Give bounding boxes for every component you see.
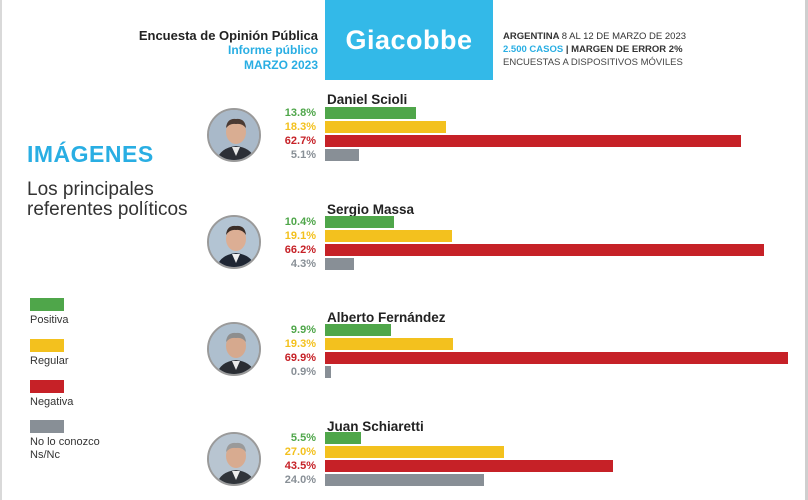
brand-logo: Giacobbe <box>345 24 473 55</box>
pct-label-negativa: 66.2% <box>284 244 316 256</box>
pct-label-negativa: 43.5% <box>284 460 316 472</box>
bar-negativa <box>325 244 764 256</box>
bar-negativa <box>325 460 613 472</box>
pct-label-regular: 27.0% <box>284 446 316 458</box>
legend-label-no-conoce: No lo conozco Ns/Nc <box>30 436 100 461</box>
bar-regular <box>325 446 504 458</box>
person-silhouette-icon <box>209 217 259 267</box>
politician-avatar <box>207 108 261 162</box>
politician-block: Daniel Scioli 13.8% 18.3% 62.7% 5.1% <box>0 90 808 180</box>
section-title: IMÁGENES <box>27 141 154 167</box>
bar-positiva <box>325 107 416 119</box>
bar-positiva <box>325 216 394 228</box>
header-separator: | <box>565 44 569 55</box>
bar-no-conoce <box>325 474 484 486</box>
politician-avatar <box>207 322 261 376</box>
survey-location: ARGENTINA <box>503 31 560 42</box>
pct-label-regular: 19.3% <box>284 338 316 350</box>
pct-label-no-conoce: 4.3% <box>290 258 316 270</box>
politician-block: Juan Schiaretti 5.5% 27.0% 43.5% 24.0% <box>0 417 808 500</box>
report-label: Informe público <box>228 43 318 57</box>
politician-block: Sergio Massa 10.4% 19.1% 66.2% 4.3% <box>0 200 808 290</box>
legend-regular: Regular <box>30 339 69 368</box>
survey-margin: MARGEN DE ERROR 2% <box>571 44 683 55</box>
section-subtitle: Los principales referentes políticos <box>27 179 188 220</box>
pct-label-positiva: 5.5% <box>290 432 316 444</box>
bar-no-conoce <box>325 258 354 270</box>
bar-no-conoce <box>325 366 331 378</box>
person-silhouette-icon <box>209 110 259 160</box>
person-silhouette-icon <box>209 434 259 484</box>
person-silhouette-icon <box>209 324 259 374</box>
survey-title: Encuesta de Opinión Pública <box>138 28 318 43</box>
bar-positiva <box>325 432 361 444</box>
pct-label-regular: 19.1% <box>284 230 316 242</box>
bar-negativa <box>325 352 788 364</box>
bar-no-conoce <box>325 149 359 161</box>
brand-box: Giacobbe <box>325 0 493 80</box>
header-left-block: Encuesta de Opinión Pública Informe públ… <box>0 28 318 73</box>
legend-label-regular: Regular <box>30 355 69 367</box>
legend-no-conoce: No lo conozco Ns/Nc <box>30 420 100 462</box>
pct-label-regular: 18.3% <box>284 121 316 133</box>
pct-label-positiva: 10.4% <box>284 216 316 228</box>
pct-label-negativa: 62.7% <box>284 135 316 147</box>
pct-label-negativa: 69.9% <box>284 352 316 364</box>
header-right-block: ARGENTINA 8 AL 12 DE MARZO DE 2023 2.500… <box>503 30 686 69</box>
politician-avatar <box>207 215 261 269</box>
legend-swatch-negativa <box>30 380 64 393</box>
legend-swatch-regular <box>30 339 64 352</box>
survey-field-dates: 8 AL 12 DE MARZO DE 2023 <box>561 31 687 42</box>
bar-negativa <box>325 135 741 147</box>
left-frame-edge <box>0 0 2 500</box>
politician-name: Juan Schiaretti <box>327 419 424 434</box>
right-frame-edge <box>805 0 808 500</box>
survey-sample-line: 2.500 CASOS | MARGEN DE ERROR 2% <box>503 43 686 56</box>
bar-regular <box>325 338 453 350</box>
legend-positiva: Positiva <box>30 298 69 327</box>
legend-swatch-positiva <box>30 298 64 311</box>
survey-cases: 2.500 CASOS <box>503 44 564 55</box>
politician-avatar <box>207 432 261 486</box>
legend-negativa: Negativa <box>30 380 73 409</box>
report-date: MARZO 2023 <box>243 58 318 72</box>
legend-label-negativa: Negativa <box>30 396 74 408</box>
pct-label-no-conoce: 0.9% <box>290 366 316 378</box>
politician-block: Alberto Fernández 9.9% 19.3% 69.9% 0.9% <box>0 309 808 399</box>
legend-swatch-no-conoce <box>30 420 64 433</box>
legend-label-positiva: Positiva <box>30 314 69 326</box>
survey-field-line: ARGENTINA 8 AL 12 DE MARZO DE 2023 <box>503 30 686 43</box>
politician-name: Alberto Fernández <box>327 310 446 325</box>
bar-regular <box>325 121 446 133</box>
pct-label-positiva: 9.9% <box>290 324 316 336</box>
politician-name: Sergio Massa <box>327 202 415 217</box>
politician-name: Daniel Scioli <box>327 92 408 107</box>
bar-positiva <box>325 324 391 336</box>
pct-label-no-conoce: 5.1% <box>290 149 316 161</box>
pct-label-positiva: 13.8% <box>284 107 316 119</box>
bar-regular <box>325 230 452 242</box>
survey-method: ENCUESTAS A DISPOSITIVOS MÓVILES <box>503 57 683 68</box>
pct-label-no-conoce: 24.0% <box>284 474 316 486</box>
